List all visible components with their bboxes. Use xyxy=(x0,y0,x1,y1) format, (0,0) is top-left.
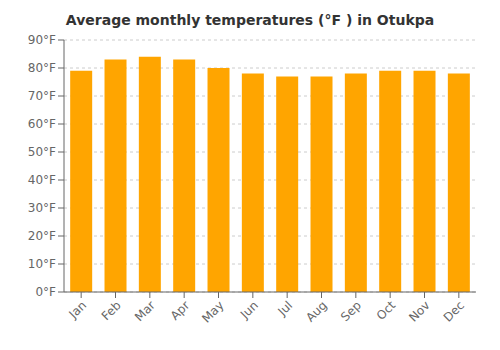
svg-text:Apr: Apr xyxy=(168,298,193,323)
svg-text:20°F: 20°F xyxy=(28,229,56,243)
svg-text:May: May xyxy=(199,298,226,325)
svg-text:50°F: 50°F xyxy=(28,145,56,159)
svg-text:Jan: Jan xyxy=(66,298,90,322)
html-text:Average monthly temperatures (: Average monthly temperatures (°F ) in Ot… xyxy=(65,12,435,28)
svg-text:Jul: Jul xyxy=(274,298,295,319)
svg-text:Jun: Jun xyxy=(237,298,261,322)
svg-text:10°F: 10°F xyxy=(28,257,56,271)
svg-text:30°F: 30°F xyxy=(28,201,56,215)
svg-text:70°F: 70°F xyxy=(28,89,56,103)
svg-text:Oct: Oct xyxy=(374,298,399,323)
svg-text:Mar: Mar xyxy=(132,298,158,324)
svg-text:0°F: 0°F xyxy=(35,285,56,299)
svg-text:Feb: Feb xyxy=(99,298,124,323)
svg-text:Aug: Aug xyxy=(303,298,329,324)
svg-text:Dec: Dec xyxy=(441,298,467,324)
svg-text:40°F: 40°F xyxy=(28,173,56,187)
svg-text:80°F: 80°F xyxy=(28,61,56,75)
svg-text:60°F: 60°F xyxy=(28,117,56,131)
svg-text:Nov: Nov xyxy=(406,298,432,324)
svg-text:Sep: Sep xyxy=(338,298,364,324)
svg-text:90°F: 90°F xyxy=(28,33,56,47)
